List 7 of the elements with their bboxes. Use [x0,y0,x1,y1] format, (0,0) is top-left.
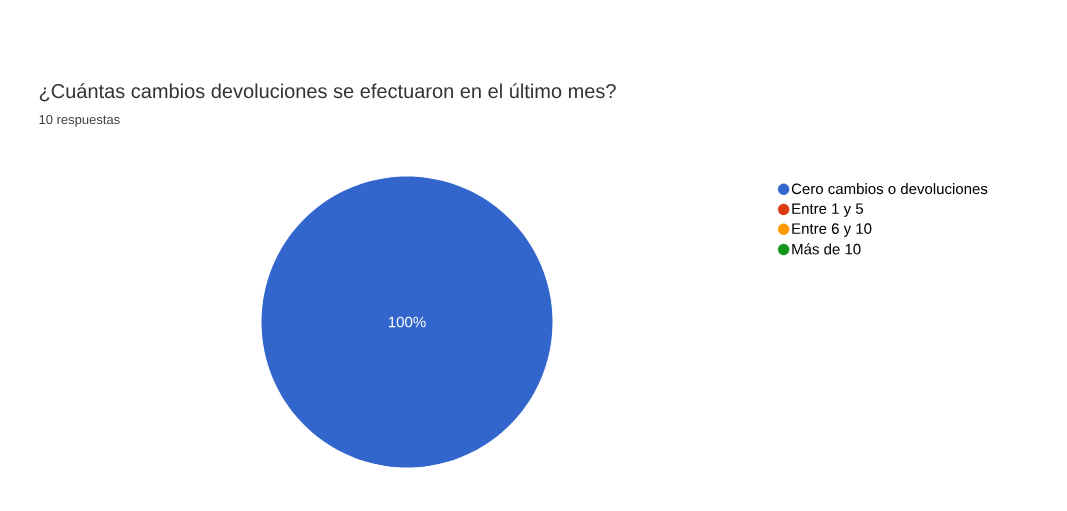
text: 10 respuestas [39,114,120,127]
legend-label: Entre 1 y 5 [792,203,864,217]
data-label: 100% [388,316,426,328]
chart-title: ¿Cuántas cambios devoluciones se efectuaron en el último mes? [39,83,616,102]
legend-label: Más de 10 [792,243,861,255]
legend-label: Cero cambios o devoluciones [791,183,988,195]
legend-label: Entre 6 y 10 [792,223,872,237]
